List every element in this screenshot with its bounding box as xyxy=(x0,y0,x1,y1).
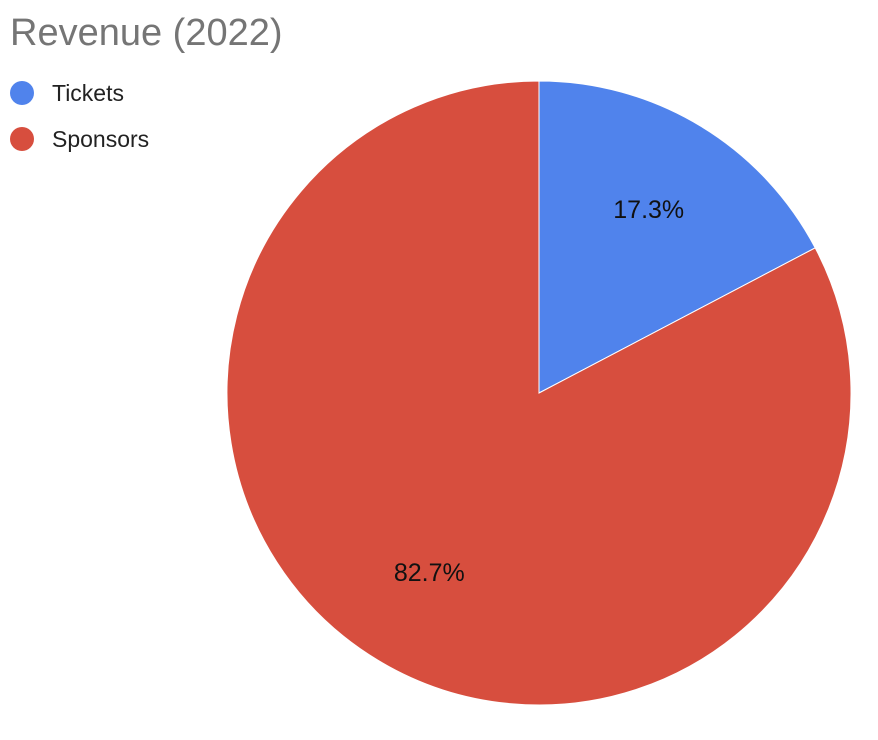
legend-swatch-sponsors xyxy=(10,127,34,151)
legend-label-tickets: Tickets xyxy=(52,79,124,106)
legend-item-tickets[interactable]: Tickets xyxy=(10,78,149,108)
pie-slice-label-tickets: 17.3% xyxy=(613,196,684,224)
pie-slice-sponsors[interactable] xyxy=(226,80,852,706)
pie-slice-labels: 17.3% 82.7% xyxy=(394,196,684,587)
legend-swatch-tickets xyxy=(10,81,34,105)
legend-label-sponsors: Sponsors xyxy=(52,125,150,152)
pie-slice-tickets[interactable] xyxy=(538,80,816,394)
pie-slices xyxy=(226,80,852,706)
legend-item-sponsors[interactable]: Sponsors xyxy=(10,124,149,154)
chart-title: Revenue (2022) xyxy=(10,12,283,54)
pie-slice-label-sponsors: 82.7% xyxy=(394,559,465,587)
legend: Tickets Sponsors xyxy=(10,78,149,170)
